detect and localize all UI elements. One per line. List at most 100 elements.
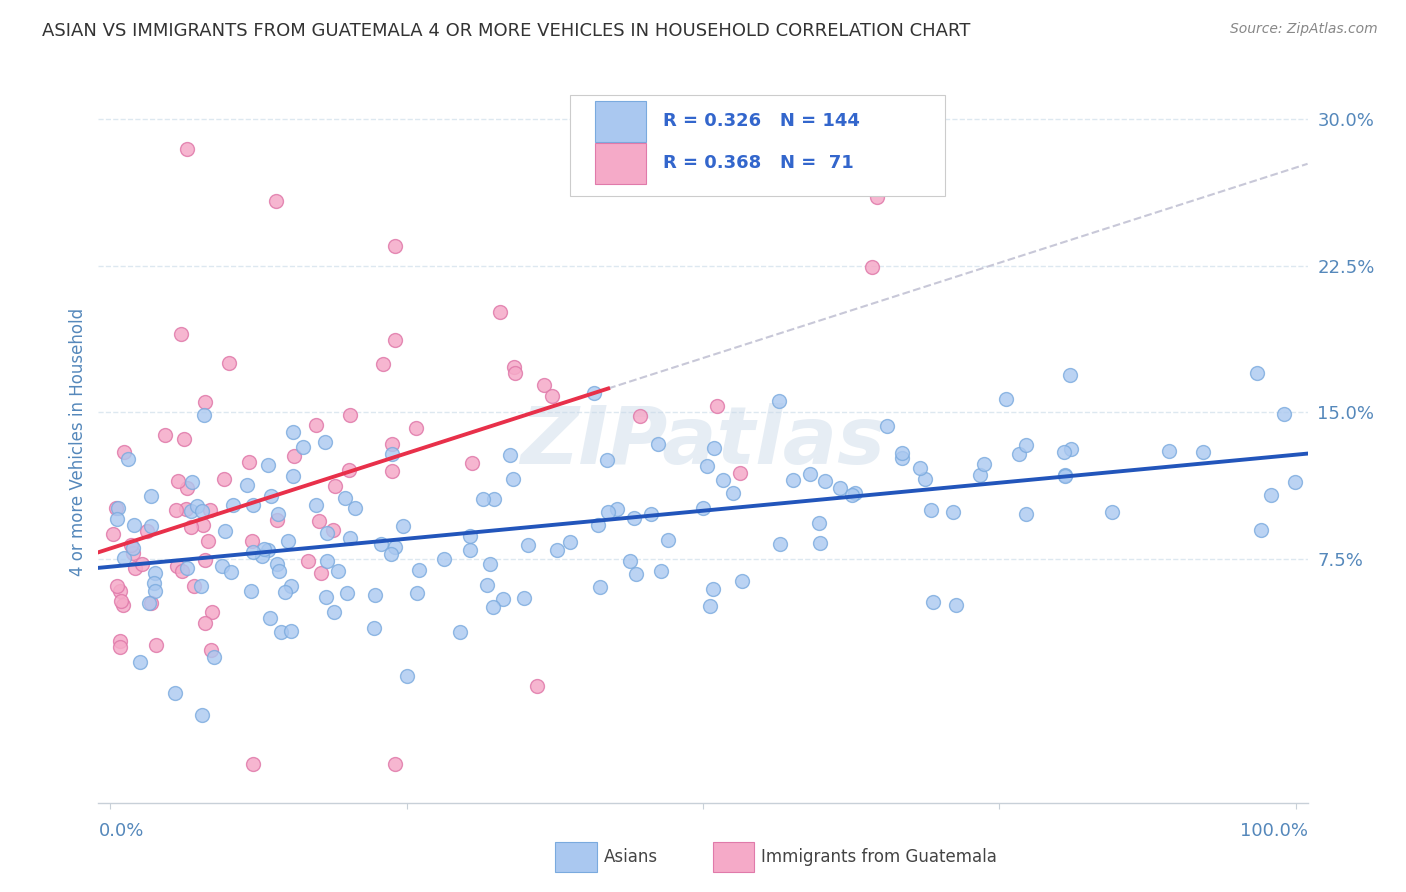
Point <box>731 574 754 589</box>
Point <box>503 359 526 374</box>
Point <box>458 529 481 543</box>
Point <box>197 534 219 549</box>
Point <box>624 567 647 582</box>
FancyBboxPatch shape <box>595 143 647 184</box>
Point <box>176 502 198 516</box>
Point <box>186 500 208 514</box>
Point <box>105 579 128 593</box>
Point <box>242 756 264 771</box>
Point <box>107 500 129 515</box>
Point <box>316 554 339 568</box>
Point <box>380 464 402 478</box>
Point <box>502 472 524 486</box>
Point <box>200 643 222 657</box>
Point <box>181 475 204 490</box>
Point <box>316 525 339 540</box>
Point <box>582 386 605 401</box>
Point <box>721 486 744 500</box>
Point <box>283 449 305 463</box>
Point <box>969 468 991 483</box>
Point <box>222 498 245 512</box>
Point <box>143 575 166 590</box>
Point <box>1272 407 1295 421</box>
Point <box>180 520 202 534</box>
Point <box>699 599 721 613</box>
Point <box>844 486 866 500</box>
Point <box>122 545 145 559</box>
Text: Immigrants from Guatemala: Immigrants from Guatemala <box>761 848 997 866</box>
Point <box>623 511 645 525</box>
Point <box>280 579 302 593</box>
Point <box>541 389 564 403</box>
Point <box>238 455 260 469</box>
Point <box>314 434 336 449</box>
Point <box>264 194 287 209</box>
Point <box>339 531 361 545</box>
Point <box>308 514 330 528</box>
Point <box>396 669 419 683</box>
Point <box>461 456 484 470</box>
Point <box>326 564 349 578</box>
Point <box>305 417 328 432</box>
Point <box>973 457 995 471</box>
Point <box>277 534 299 549</box>
Point <box>193 408 215 422</box>
Point <box>891 451 914 466</box>
Point <box>384 540 406 554</box>
Point <box>922 594 945 608</box>
Point <box>769 537 792 551</box>
Point <box>337 463 360 477</box>
Point <box>138 596 160 610</box>
Point <box>260 489 283 503</box>
Point <box>380 547 402 561</box>
Point <box>640 507 662 521</box>
Point <box>866 190 889 204</box>
Point <box>782 474 804 488</box>
Point <box>1250 523 1272 537</box>
Point <box>270 624 292 639</box>
Text: R = 0.368   N =  71: R = 0.368 N = 71 <box>664 154 853 172</box>
Point <box>166 558 188 573</box>
Point <box>384 333 406 347</box>
Point <box>114 551 136 566</box>
Point <box>384 756 406 771</box>
Point <box>283 469 305 483</box>
Point <box>533 377 555 392</box>
Point <box>311 566 333 580</box>
Point <box>692 501 714 516</box>
Point <box>273 585 295 599</box>
Point <box>512 591 534 606</box>
Point <box>145 638 167 652</box>
Point <box>176 560 198 574</box>
FancyBboxPatch shape <box>555 842 596 872</box>
Point <box>408 563 430 577</box>
Point <box>143 584 166 599</box>
Point <box>105 500 128 515</box>
Point <box>814 474 837 488</box>
Point <box>458 543 481 558</box>
Point <box>1284 475 1306 489</box>
Point <box>120 537 142 551</box>
Point <box>122 517 145 532</box>
Point <box>315 590 337 604</box>
Point <box>370 537 392 551</box>
Text: Asians: Asians <box>603 848 658 866</box>
Point <box>336 586 359 600</box>
Point <box>211 559 233 574</box>
Point <box>841 488 863 502</box>
Point <box>828 481 851 495</box>
Point <box>433 551 456 566</box>
Point <box>194 615 217 630</box>
Point <box>589 580 612 594</box>
Point <box>650 565 672 579</box>
Point <box>191 517 214 532</box>
Point <box>180 504 202 518</box>
Point <box>108 584 131 599</box>
Point <box>239 584 262 599</box>
Text: ZIPatlas: ZIPatlas <box>520 402 886 481</box>
Point <box>105 512 128 526</box>
Point <box>945 598 967 612</box>
Point <box>108 634 131 648</box>
Point <box>112 598 135 612</box>
Point <box>392 519 415 533</box>
